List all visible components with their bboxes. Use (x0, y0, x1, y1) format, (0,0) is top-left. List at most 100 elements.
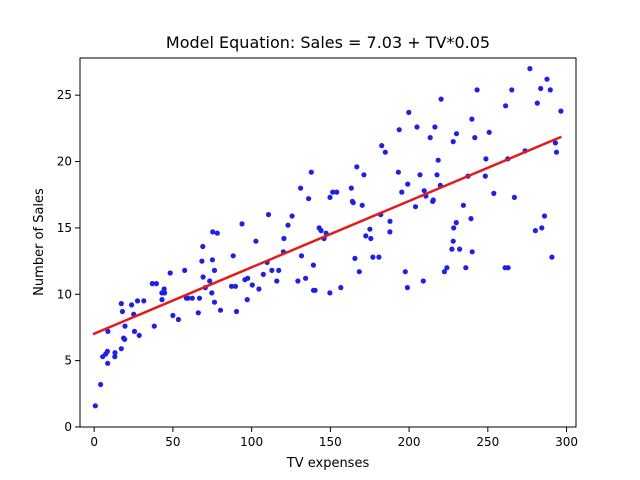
data-point-13 (122, 336, 128, 342)
data-point-53 (239, 221, 245, 227)
data-point-71 (298, 185, 304, 191)
data-point-62 (265, 212, 272, 218)
data-point-57 (249, 282, 255, 288)
data-point-156 (558, 108, 564, 114)
data-point-124 (450, 139, 456, 145)
x-axis-label: TV expenses (286, 456, 370, 471)
data-point-51 (232, 283, 238, 289)
data-point-27 (162, 290, 168, 296)
y-tick-label-25: 25 (57, 88, 72, 102)
data-point-1 (98, 381, 104, 388)
y-tick-label-10: 10 (57, 287, 72, 301)
data-point-14 (122, 323, 128, 329)
data-point-157 (453, 220, 459, 226)
data-point-82 (327, 290, 333, 296)
data-point-22 (151, 323, 157, 329)
data-point-112 (421, 188, 427, 194)
data-point-118 (435, 157, 441, 163)
data-point-96 (370, 254, 376, 260)
data-point-133 (472, 135, 478, 141)
data-point-101 (387, 218, 393, 224)
data-point-121 (441, 269, 447, 275)
data-point-95 (368, 235, 374, 242)
data-point-125 (451, 225, 457, 231)
data-point-147 (534, 100, 540, 106)
data-point-5 (105, 328, 111, 334)
chart-title: Model Equation: Sales = 7.03 + TV*0.05 (166, 33, 490, 52)
data-point-97 (376, 254, 382, 260)
data-point-150 (541, 213, 548, 219)
data-point-128 (460, 202, 466, 208)
data-point-99 (382, 149, 388, 155)
plot-area-frame (79, 57, 577, 428)
data-point-148 (538, 85, 544, 92)
data-point-67 (281, 235, 287, 242)
data-point-136 (483, 156, 489, 162)
data-point-89 (354, 164, 360, 170)
data-point-132 (469, 249, 475, 255)
data-point-109 (412, 204, 419, 210)
data-point-56 (245, 275, 251, 281)
data-point-92 (361, 172, 367, 178)
data-point-166 (334, 189, 340, 195)
y-axis-ticks: 0 5 10 15 20 25 (57, 88, 80, 434)
data-point-127 (457, 246, 463, 252)
data-point-152 (547, 87, 553, 93)
x-axis-ticks: 0 50 100 150 200 250 300 (90, 427, 578, 449)
data-point-142 (509, 87, 515, 93)
data-point-100 (387, 229, 393, 235)
data-point-103 (396, 127, 402, 133)
data-point-49 (228, 283, 235, 289)
data-point-70 (295, 278, 301, 284)
y-tick-label-15: 15 (57, 221, 72, 235)
data-point-59 (256, 286, 262, 292)
data-point-36 (196, 295, 203, 301)
data-point-123 (449, 246, 455, 252)
data-point-90 (356, 269, 362, 275)
data-point-86 (348, 185, 354, 191)
data-point-137 (486, 129, 492, 135)
data-point-65 (276, 267, 282, 273)
data-point-80 (318, 228, 324, 234)
data-point-21 (149, 281, 155, 287)
data-point-98 (379, 143, 385, 149)
data-point-154 (552, 140, 559, 146)
data-point-4 (105, 360, 111, 366)
data-point-130 (468, 216, 474, 222)
data-point-155 (553, 149, 560, 155)
data-point-153 (549, 254, 555, 260)
data-point-17 (131, 328, 138, 334)
data-point-78 (312, 287, 318, 293)
data-point-55 (244, 297, 250, 303)
y-axis-label: Number of Sales (32, 188, 47, 296)
data-point-114 (427, 135, 433, 141)
fit-line-group (92, 135, 562, 336)
data-point-116 (432, 124, 438, 130)
data-point-160 (463, 265, 469, 271)
data-point-120 (438, 96, 444, 102)
data-point-29 (170, 312, 176, 319)
data-point-0 (92, 403, 98, 409)
data-point-41 (207, 278, 213, 284)
data-point-39 (200, 274, 206, 280)
data-point-42 (209, 290, 215, 296)
data-point-85 (338, 285, 344, 291)
data-point-134 (474, 87, 480, 93)
data-point-26 (161, 286, 167, 292)
data-point-34 (189, 295, 195, 301)
data-point-75 (308, 169, 314, 175)
data-point-50 (230, 253, 236, 259)
data-point-164 (450, 238, 456, 244)
data-point-6 (104, 348, 110, 354)
data-point-48 (217, 307, 224, 313)
data-point-107 (405, 181, 411, 187)
x-tick-label-50: 50 (165, 435, 180, 449)
data-point-111 (417, 172, 423, 178)
data-point-122 (444, 265, 450, 271)
data-point-45 (211, 299, 218, 305)
data-point-10 (119, 308, 125, 315)
y-tick-label-20: 20 (57, 155, 72, 169)
data-point-151 (544, 76, 550, 82)
data-point-28 (167, 270, 173, 276)
data-point-9 (118, 346, 124, 352)
